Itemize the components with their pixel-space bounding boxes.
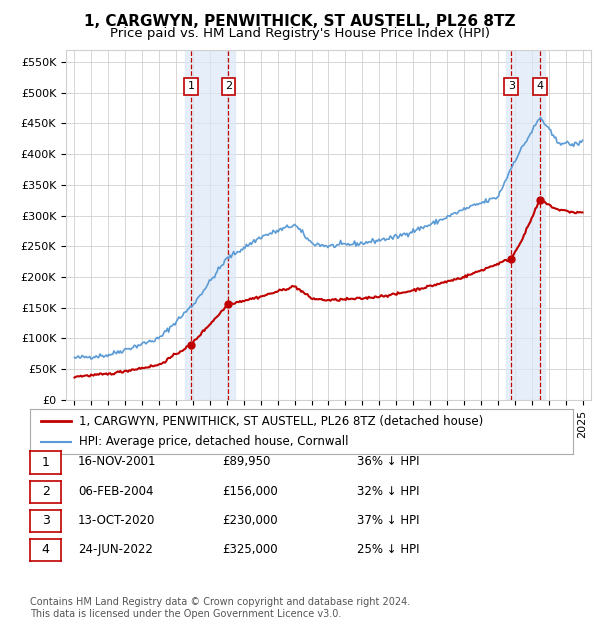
- Text: £156,000: £156,000: [222, 485, 278, 497]
- Text: 06-FEB-2004: 06-FEB-2004: [78, 485, 154, 497]
- Text: £325,000: £325,000: [222, 543, 278, 556]
- Text: HPI: Average price, detached house, Cornwall: HPI: Average price, detached house, Corn…: [79, 435, 349, 448]
- Text: 13-OCT-2020: 13-OCT-2020: [78, 514, 155, 526]
- Text: 1, CARGWYN, PENWITHICK, ST AUSTELL, PL26 8TZ (detached house): 1, CARGWYN, PENWITHICK, ST AUSTELL, PL26…: [79, 415, 483, 428]
- Bar: [506, 50, 545, 400]
- Text: Contains HM Land Registry data © Crown copyright and database right 2024.
This d: Contains HM Land Registry data © Crown c…: [30, 597, 410, 619]
- Text: 25% ↓ HPI: 25% ↓ HPI: [357, 543, 419, 556]
- Text: 2: 2: [41, 485, 50, 498]
- Text: 1: 1: [187, 81, 194, 92]
- Text: Price paid vs. HM Land Registry's House Price Index (HPI): Price paid vs. HM Land Registry's House …: [110, 27, 490, 40]
- Text: 36% ↓ HPI: 36% ↓ HPI: [357, 456, 419, 468]
- Text: 3: 3: [41, 515, 50, 527]
- Bar: [185, 50, 235, 400]
- Text: 1: 1: [41, 456, 50, 469]
- Text: 4: 4: [41, 544, 50, 556]
- Text: 3: 3: [508, 81, 515, 92]
- Text: 4: 4: [536, 81, 544, 92]
- Text: 24-JUN-2022: 24-JUN-2022: [78, 543, 153, 556]
- Text: 1, CARGWYN, PENWITHICK, ST AUSTELL, PL26 8TZ: 1, CARGWYN, PENWITHICK, ST AUSTELL, PL26…: [84, 14, 516, 29]
- Text: £89,950: £89,950: [222, 456, 271, 468]
- Text: 32% ↓ HPI: 32% ↓ HPI: [357, 485, 419, 497]
- Text: 16-NOV-2001: 16-NOV-2001: [78, 456, 157, 468]
- Text: £230,000: £230,000: [222, 514, 278, 526]
- Text: 2: 2: [225, 81, 232, 92]
- Text: 37% ↓ HPI: 37% ↓ HPI: [357, 514, 419, 526]
